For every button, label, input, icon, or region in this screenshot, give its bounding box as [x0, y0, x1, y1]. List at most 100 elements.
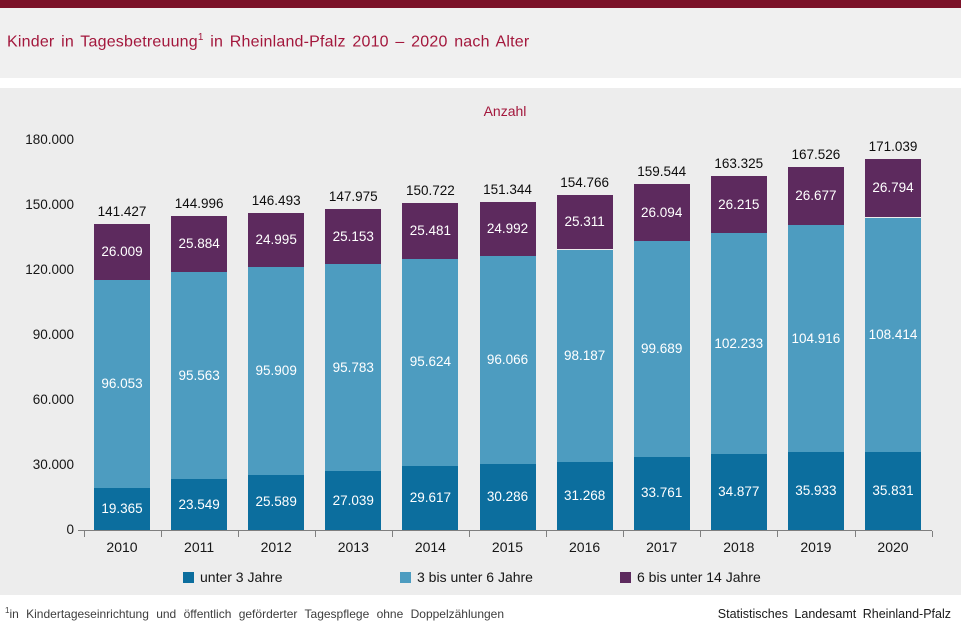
x-axis-tick-mark [700, 531, 702, 537]
legend-swatch [400, 571, 411, 583]
x-axis-tick-mark [83, 531, 85, 537]
bar-segment-value-label: 29.617 [409, 489, 452, 505]
bar-total-label: 171.039 [868, 139, 918, 155]
y-axis-tick-label: 180.000 [25, 132, 74, 147]
x-axis-category-label: 2014 [414, 539, 446, 555]
bar-segment-value-label: 95.783 [332, 359, 374, 375]
bar-segment-value-label: 96.066 [486, 352, 529, 368]
bar-segment-3to6 [556, 249, 613, 463]
bar-segment-value-label: 99.689 [641, 340, 683, 356]
bar-segment-under3 [787, 452, 844, 530]
bar-segment-6to14 [633, 184, 690, 241]
x-axis-category-label: 2011 [184, 539, 215, 555]
bar-segment-under3 [710, 454, 767, 530]
legend-swatch [620, 571, 631, 583]
x-axis-tick-mark [314, 531, 316, 537]
bar-segment-under3 [479, 464, 536, 530]
bar-segment-3to6 [479, 256, 536, 465]
bar-total-label: 154.766 [560, 174, 609, 190]
x-axis-tick-mark [777, 531, 779, 537]
legend-label: unter 3 Jahre [200, 569, 283, 585]
x-axis-tick-mark [237, 531, 239, 537]
bar-segment-3to6 [94, 279, 150, 488]
bar-segment-value-label: 34.877 [718, 484, 760, 500]
bar-segment-value-label: 95.563 [178, 367, 220, 383]
bar-segment-value-label: 95.624 [409, 354, 452, 370]
bar-segment-value-label: 98.187 [563, 347, 606, 363]
x-axis-tick-mark [468, 531, 470, 537]
bar-segment-value-label: 27.039 [332, 492, 374, 508]
bar-segment-3to6 [633, 240, 690, 457]
bar-segment-6to14 [787, 167, 844, 225]
bar-segment-6to14 [865, 159, 921, 218]
bar-total-label: 151.344 [483, 182, 532, 198]
bar-segment-value-label: 33.761 [641, 485, 683, 501]
bar-segment-3to6 [248, 266, 305, 475]
y-axis-tick-label: 90.000 [32, 327, 74, 342]
bar-segment-value-label: 23.549 [178, 496, 220, 512]
y-axis-tick-label: 0 [66, 522, 74, 537]
bar-segment-value-label: 24.992 [486, 221, 529, 237]
bar-segment-value-label: 25.481 [409, 223, 452, 238]
bar-segment-value-label: 24.995 [255, 231, 297, 247]
legend-label: 3 bis unter 6 Jahre [417, 569, 533, 585]
bar-segment-value-label: 35.933 [795, 483, 837, 499]
legend-swatch [183, 571, 194, 583]
x-axis-category-label: 2016 [569, 539, 601, 555]
bar-segment-6to14 [710, 176, 767, 233]
footer: 1in Kindertageseinrichtung und öffentlic… [0, 595, 961, 631]
bar-segment-6to14 [556, 194, 613, 250]
bar-segment-3to6 [171, 271, 228, 479]
x-axis-line [78, 530, 932, 531]
x-axis-tick-mark [623, 531, 625, 537]
bar-segment-under3 [556, 462, 613, 530]
top-accent-bar [0, 0, 961, 8]
bar-segment-6to14 [402, 203, 459, 259]
bar-segment-value-label: 26.009 [101, 243, 143, 259]
bar-segment-6to14 [171, 215, 228, 272]
bar-total-label: 144.996 [174, 195, 224, 211]
bar-segment-3to6 [710, 232, 767, 455]
page-title-main: Kinder in Tagesbetreuung [7, 33, 198, 51]
x-axis-category-label: 2015 [491, 539, 524, 555]
legend-item: 3 bis unter 6 Jahre [400, 569, 533, 585]
bar-total-label: 167.526 [791, 147, 841, 162]
header: Kinder in Tagesbetreuung1 in Rheinland-P… [0, 8, 961, 78]
x-axis-tick-mark [931, 531, 933, 537]
bar-segment-6to14 [479, 202, 536, 257]
y-axis-tick-label: 150.000 [25, 197, 74, 212]
legend-label: 6 bis unter 14 Jahre [637, 569, 761, 585]
legend-item: 6 bis unter 14 Jahre [620, 569, 761, 585]
bar-segment-3to6 [325, 263, 382, 472]
bar-segment-under3 [633, 456, 690, 530]
bar-segment-value-label: 108.414 [868, 326, 918, 342]
x-axis-tick-mark [160, 531, 162, 537]
x-axis-category-label: 2020 [877, 539, 909, 555]
x-axis-category-label: 2018 [723, 539, 755, 555]
footnote: 1in Kindertageseinrichtung und öffentlic… [5, 606, 504, 621]
bar-total-label: 159.544 [637, 164, 687, 180]
page-title-rest: in Rheinland-Pfalz 2010 – 2020 nach Alte… [203, 33, 530, 51]
bar-segment-6to14 [94, 223, 150, 280]
footnote-text: in Kindertageseinrichtung und öffentlich… [9, 607, 505, 621]
bar-segment-value-label: 19.365 [101, 501, 143, 516]
x-axis-category-label: 2012 [260, 539, 292, 555]
x-axis-category-label: 2017 [646, 539, 678, 555]
bar-segment-under3 [94, 488, 150, 530]
bar-segment-3to6 [787, 224, 844, 453]
x-axis-category-label: 2013 [337, 539, 369, 555]
y-axis-tick-label: 120.000 [25, 262, 74, 277]
bar-segment-under3 [865, 452, 921, 530]
bar-segment-value-label: 25.589 [255, 494, 297, 510]
bar-segment-6to14 [325, 209, 382, 264]
bar-segment-value-label: 31.268 [563, 488, 606, 504]
bar-segment-value-label: 26.215 [718, 196, 760, 212]
bar-segment-value-label: 96.053 [101, 376, 143, 391]
x-axis-category-label: 2010 [106, 539, 138, 555]
bar-total-label: 146.493 [251, 192, 301, 208]
legend-item: unter 3 Jahre [183, 569, 283, 585]
bar-segment-value-label: 30.286 [486, 489, 529, 505]
bar-segment-under3 [402, 465, 459, 530]
